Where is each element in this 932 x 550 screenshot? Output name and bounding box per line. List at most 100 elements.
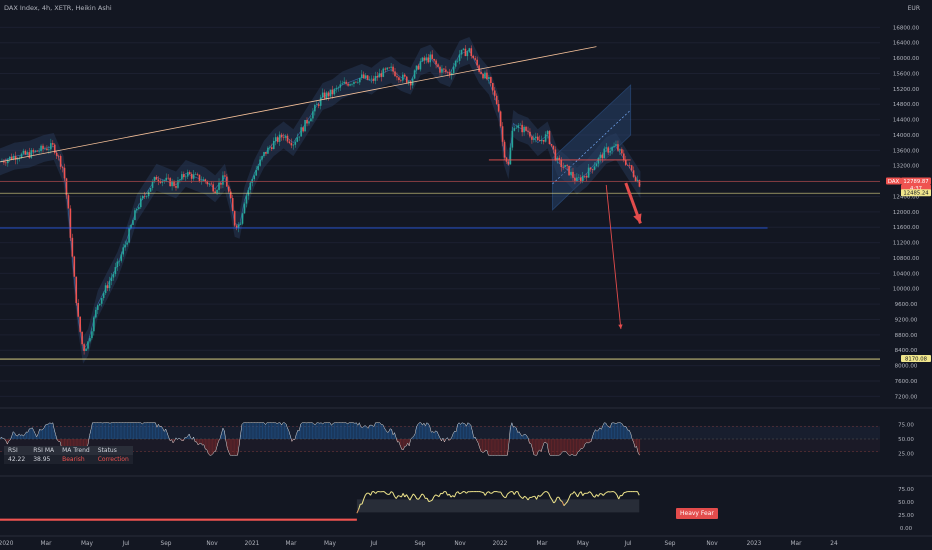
fear-line-seg bbox=[606, 491, 609, 493]
candle-body bbox=[402, 74, 404, 81]
rsi-hist-bar bbox=[502, 439, 504, 456]
candle-body bbox=[368, 79, 371, 80]
fear-line-seg bbox=[486, 491, 489, 493]
rsi-hist-bar bbox=[217, 439, 220, 442]
time-tick-label-1: Mar bbox=[41, 541, 53, 547]
candle-body bbox=[476, 59, 478, 66]
rsi-hist-bar bbox=[131, 422, 133, 439]
rsi-hist-bar bbox=[545, 439, 547, 443]
fear-line-seg bbox=[566, 497, 570, 502]
rsi-line bbox=[0, 421, 640, 456]
fear-line-seg bbox=[460, 491, 464, 494]
candle-body bbox=[159, 181, 162, 183]
rsi-hist-bar bbox=[168, 437, 170, 439]
fear-line-seg bbox=[548, 492, 551, 498]
price-tick-label-11: 12400.00 bbox=[893, 194, 920, 200]
candle-body bbox=[556, 157, 559, 161]
candle-body bbox=[316, 104, 318, 106]
rsi-hist-bar bbox=[483, 439, 485, 453]
rsi-hist-bar bbox=[12, 431, 14, 439]
rsi-hist-bar bbox=[584, 439, 586, 444]
candle-body bbox=[247, 189, 250, 196]
candle-body bbox=[112, 274, 115, 278]
candle-body bbox=[290, 143, 293, 146]
candle-body bbox=[83, 344, 85, 351]
candle-body bbox=[208, 183, 211, 185]
fear-line-seg bbox=[590, 492, 594, 497]
fear-line-seg bbox=[594, 494, 597, 498]
rsi-hist-bar bbox=[141, 423, 143, 439]
rsi-hist-bar bbox=[25, 431, 27, 439]
candle-body bbox=[333, 88, 336, 95]
rsi-hist-bar bbox=[303, 422, 305, 439]
price-tick-label-16: 10400.00 bbox=[893, 271, 920, 277]
candle-body bbox=[222, 175, 224, 185]
candle-body bbox=[245, 195, 248, 204]
rsi-hist-bar bbox=[204, 439, 206, 450]
candle-body bbox=[214, 191, 216, 193]
candle-body bbox=[143, 195, 146, 197]
candle-body bbox=[386, 67, 388, 70]
rsi-hist-bar bbox=[421, 425, 423, 439]
rsi-hist-bar bbox=[471, 430, 473, 439]
candle-body bbox=[96, 305, 99, 310]
candle-body bbox=[40, 145, 42, 152]
candle-body bbox=[572, 171, 574, 178]
rsi-hist-bar bbox=[457, 424, 459, 439]
candle-body bbox=[425, 57, 428, 61]
rsi-hist-bar bbox=[119, 422, 121, 439]
candle-body bbox=[75, 276, 78, 304]
candle-body bbox=[202, 179, 205, 181]
rsi-hist-bar bbox=[11, 436, 13, 439]
fear-line-seg bbox=[466, 491, 469, 494]
fear-line-seg bbox=[614, 492, 618, 496]
fear-line-seg bbox=[587, 491, 590, 494]
rsi-hist-bar bbox=[128, 422, 130, 439]
fear-line-seg bbox=[621, 492, 625, 497]
rsi-hist-bar bbox=[91, 422, 93, 439]
rsi-hist-bar bbox=[462, 423, 465, 439]
rsi-hist-bar bbox=[533, 439, 535, 455]
rsi-hist-bar bbox=[627, 430, 629, 439]
candle-body bbox=[263, 152, 265, 157]
rsi-hist-bar bbox=[52, 422, 54, 439]
candle-body bbox=[450, 73, 453, 76]
candle-body bbox=[130, 224, 132, 229]
candle-body bbox=[157, 179, 160, 182]
rsi-hist-bar bbox=[31, 427, 33, 439]
candle-body bbox=[65, 178, 68, 196]
fear-line-seg bbox=[549, 496, 553, 500]
candle-body bbox=[24, 150, 27, 155]
candle-body bbox=[355, 81, 357, 83]
candle-body bbox=[441, 68, 443, 73]
candle-body bbox=[583, 176, 586, 177]
projection-arrowhead-1 bbox=[633, 213, 642, 224]
time-tick-label-16: Sep bbox=[665, 541, 676, 547]
rsi-hist-bar bbox=[537, 439, 539, 452]
rsi-hist-bar bbox=[175, 437, 177, 439]
fear-line-seg bbox=[546, 491, 549, 494]
candle-body bbox=[329, 89, 332, 97]
rsi-hist-bar bbox=[476, 439, 478, 441]
fear-envelope bbox=[356, 499, 640, 513]
rsi-hist-bar bbox=[477, 439, 479, 443]
rsi-hist-bar bbox=[621, 423, 623, 439]
rsi-hist-bar bbox=[308, 422, 311, 439]
rsi-hist-bar bbox=[322, 423, 324, 439]
fear-line-seg bbox=[435, 494, 438, 497]
fear-line-seg bbox=[536, 495, 539, 500]
rsi-hist-bar bbox=[228, 439, 230, 453]
fear-line-seg bbox=[508, 491, 512, 494]
candle-body bbox=[298, 136, 300, 138]
rsi-hist-bar bbox=[185, 437, 187, 439]
rsi-hist-bar bbox=[398, 439, 400, 442]
rsi-hist-bar bbox=[528, 439, 531, 444]
price-tick-label-18: 9600.00 bbox=[895, 302, 918, 308]
level-tag-12485: 12485.24 bbox=[903, 191, 929, 197]
candle-body bbox=[624, 159, 627, 165]
fear-line-seg bbox=[358, 503, 361, 510]
candle-body bbox=[589, 167, 592, 170]
candle-body bbox=[376, 75, 379, 78]
rsi-hist-bar bbox=[399, 439, 401, 447]
